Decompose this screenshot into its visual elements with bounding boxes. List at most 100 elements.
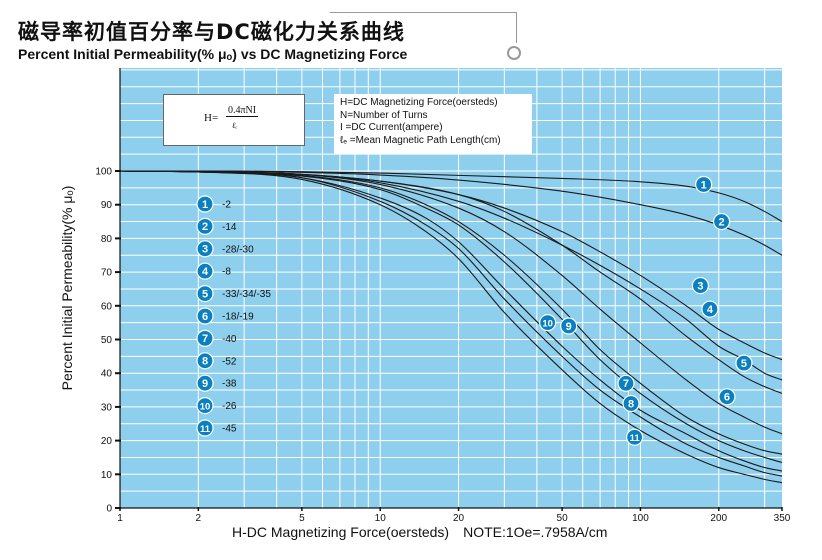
legend-label-4: -8	[222, 267, 231, 278]
badge-number: 8	[202, 356, 208, 368]
badge-circle	[560, 317, 578, 335]
x-tick-label: 20	[453, 513, 465, 524]
badge-circle	[196, 419, 214, 437]
curve-label-badge-5: 5	[735, 354, 753, 372]
badge-circle	[196, 217, 214, 235]
legend-badge-10: 10	[196, 397, 214, 415]
x-tick-label: 100	[632, 513, 649, 524]
badge-number: 8	[628, 398, 634, 410]
x-tick-label: 2	[196, 513, 202, 524]
legend-badge-6: 6	[196, 307, 214, 325]
x-axis-note: NOTE:1Oe=.7958A/cm	[463, 524, 608, 540]
badge-number: 4	[707, 304, 714, 316]
y-tick-label: 20	[101, 436, 113, 447]
curve-line-10	[119, 170, 783, 477]
badge-circle	[701, 300, 719, 318]
curve-label-badge-10: 10	[539, 314, 557, 332]
definition-h: H=DC Magnetizing Force(oersteds)	[340, 97, 498, 108]
y-tick-label: 70	[101, 268, 113, 279]
chart-title-chinese: 磁导率初值百分率与DC磁化力关系曲线	[18, 20, 405, 44]
badge-circle	[196, 240, 214, 258]
curve-label-badge-2: 2	[712, 212, 731, 231]
legend-badge-9: 9	[196, 374, 214, 392]
legend-label-10: -26	[222, 401, 237, 412]
curve-labels-layer: 1 2 34 5 6 7 8 9 10 11	[539, 175, 753, 446]
curve-line-6	[119, 170, 783, 435]
badge-number: 10	[200, 401, 211, 412]
curve-label-badge-6: 6	[718, 388, 736, 406]
badge-number: 10	[542, 318, 553, 329]
badge-number: 5	[741, 358, 747, 370]
chart-title-english: Percent Initial Permeability(% μₒ) vs DC…	[18, 46, 408, 62]
badge-circle	[712, 212, 731, 231]
x-tick-label: 50	[557, 513, 569, 524]
legend-badge-11: 11	[196, 419, 214, 437]
legend-label-9: -38	[222, 379, 237, 390]
x-axis-label-row: H-DC Magnetizing Force(oersteds) NOTE:1Oe…	[232, 524, 607, 540]
badge-circle	[196, 397, 214, 415]
definitions-box: H=DC Magnetizing Force(oersteds) N=Numbe…	[334, 94, 532, 154]
x-tick-label: 1	[117, 513, 123, 524]
badge-number: 9	[566, 321, 572, 333]
curve-line-4	[119, 170, 783, 381]
formula-lhs: H=	[204, 112, 219, 124]
badge-number: 1	[701, 179, 707, 191]
x-tick-label: 5	[299, 513, 305, 524]
badge-circle	[196, 329, 214, 347]
badge-number: 5	[202, 288, 208, 300]
definition-i: I =DC Current(ampere)	[340, 122, 443, 133]
badge-circle	[691, 276, 709, 295]
y-tick-label: 90	[101, 200, 113, 211]
decorative-bracket-line	[330, 12, 517, 43]
curve-line-11	[119, 170, 783, 484]
legend-label-8: -52	[222, 356, 237, 367]
badge-circle	[196, 352, 214, 370]
legend-badge-4: 4	[196, 262, 214, 280]
curves-layer	[119, 170, 783, 484]
x-tick-label: 350	[774, 513, 791, 524]
badge-number: 11	[200, 424, 211, 435]
legend-badge-5: 5	[196, 285, 214, 303]
curve-label-badge-1: 1	[695, 175, 713, 194]
formula-numerator: 0.4πNI	[226, 105, 259, 117]
legend-badge-2: 2	[196, 217, 214, 235]
y-tick-label: 80	[101, 234, 113, 245]
formula-denominator: ℓₑ	[232, 121, 238, 130]
legend-layer: 1 -2 2 -14 3 -28/-30 4 -8 5 -33/-34/-35 6 -18/-19 7 -…	[196, 195, 271, 437]
badge-circle	[196, 195, 214, 213]
curve-line-9	[119, 170, 783, 472]
definition-le: ℓₑ =Mean Magnetic Path Length(cm)	[340, 134, 501, 146]
legend-badge-7: 7	[196, 329, 214, 347]
legend-badge-8: 8	[196, 352, 214, 370]
y-tick-label: 100	[95, 167, 112, 178]
curve-label-badge-8: 8	[622, 394, 640, 413]
badge-number: 11	[630, 433, 641, 444]
badge-circle	[626, 428, 644, 446]
curve-line-7	[119, 170, 783, 455]
y-tick-label: 40	[101, 369, 113, 380]
curve-label-badge-9: 9	[560, 317, 578, 335]
curve-line-2	[119, 170, 783, 256]
curve-label-badge-4: 4	[701, 300, 719, 318]
y-tick-label: 50	[101, 335, 113, 346]
badge-number: 3	[697, 280, 703, 292]
badge-number: 6	[724, 392, 730, 404]
decorative-ring-icon	[507, 46, 521, 60]
badge-circle	[196, 262, 214, 280]
legend-label-1: -2	[222, 200, 231, 211]
legend-label-3: -28/-30	[222, 244, 254, 255]
y-axis-label: Percent Initial Permeability(% μₒ)	[59, 185, 75, 391]
badge-number: 3	[202, 244, 208, 256]
badge-number: 6	[202, 311, 208, 323]
badge-circle	[622, 394, 640, 413]
legend-label-5: -33/-34/-35	[222, 289, 271, 300]
badge-number: 2	[202, 221, 208, 233]
badge-number: 9	[202, 378, 208, 390]
curve-label-badge-7: 7	[617, 374, 635, 392]
y-tick-label: 0	[106, 504, 112, 515]
legend-badge-1: 1	[196, 195, 214, 213]
y-tick-label: 60	[101, 301, 113, 312]
legend-label-7: -40	[222, 334, 237, 345]
badge-circle	[539, 314, 557, 332]
